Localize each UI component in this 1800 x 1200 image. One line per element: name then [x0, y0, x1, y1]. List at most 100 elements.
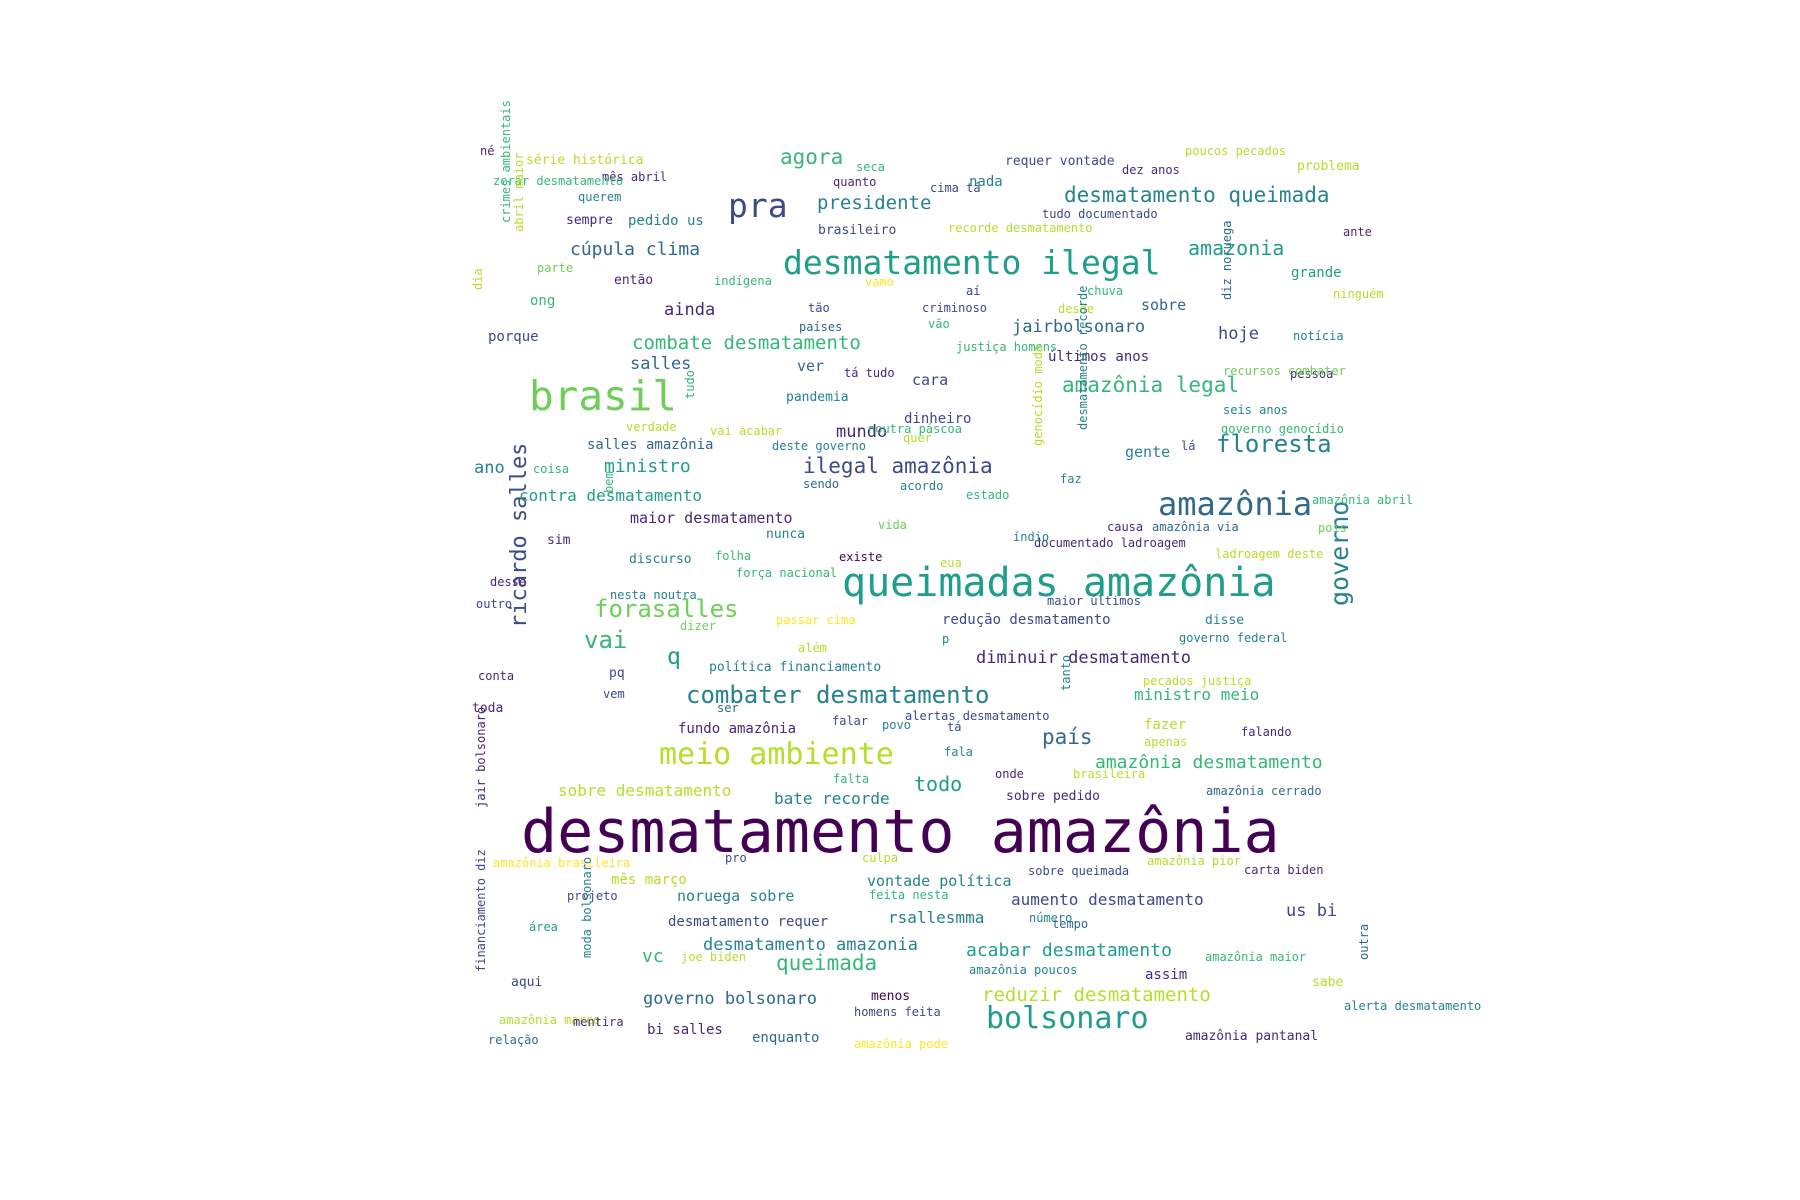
- cloud-word: vida: [878, 518, 907, 532]
- cloud-word: vai: [584, 626, 628, 654]
- cloud-word: ninguém: [1333, 287, 1384, 301]
- cloud-word: todo: [914, 772, 963, 796]
- cloud-word: hoje: [1218, 324, 1259, 344]
- cloud-word: tão: [808, 301, 830, 315]
- cloud-word: cúpula clima: [570, 239, 701, 260]
- cloud-word: dez anos: [1122, 163, 1180, 177]
- cloud-word: últimos anos: [1048, 349, 1150, 365]
- cloud-word: tempo: [1052, 917, 1089, 931]
- cloud-word: sobre pedido: [1006, 789, 1100, 804]
- cloud-word: ong: [530, 293, 556, 309]
- cloud-word: amazônia legal: [1062, 373, 1240, 397]
- cloud-word: sabe: [1312, 975, 1344, 990]
- cloud-word: amazônia desmatamento: [1095, 752, 1323, 773]
- cloud-word: governo federal: [1179, 631, 1288, 645]
- cloud-word: cara: [912, 371, 949, 389]
- cloud-word: além: [798, 641, 827, 655]
- cloud-word: homens feita: [854, 1005, 941, 1019]
- cloud-word: nesta noutra: [610, 588, 697, 602]
- cloud-word: criminoso: [922, 301, 988, 315]
- cloud-word: crimes ambientais: [499, 100, 513, 223]
- cloud-word: diz noruega: [1220, 220, 1234, 300]
- cloud-word: cima tá: [930, 181, 981, 195]
- cloud-word: porque: [488, 329, 539, 345]
- cloud-word: tanto: [1059, 654, 1073, 691]
- cloud-word: poucos pecados: [1185, 144, 1287, 158]
- cloud-word: seca: [856, 160, 885, 174]
- cloud-word: assim: [1145, 967, 1188, 983]
- cloud-word: menos: [871, 989, 911, 1004]
- cloud-word: reduzir desmatamento: [982, 984, 1211, 1006]
- cloud-word: outra: [1357, 923, 1371, 960]
- cloud-word: genocídio moda: [1031, 344, 1045, 446]
- cloud-word: forasalles: [594, 595, 739, 623]
- cloud-word: eua: [940, 556, 962, 570]
- cloud-word: grande: [1291, 265, 1342, 281]
- cloud-word: quanto: [833, 175, 877, 189]
- cloud-word: número: [1029, 911, 1073, 925]
- cloud-word: sobre queimada: [1028, 864, 1130, 878]
- cloud-word: alertas desmatamento: [905, 709, 1050, 723]
- cloud-word: acordo: [900, 479, 944, 493]
- cloud-word: mês abril: [602, 170, 668, 184]
- cloud-word: amazônia pantanal: [1185, 1029, 1319, 1044]
- cloud-word: amazônia março: [499, 1013, 601, 1027]
- cloud-word: salles: [630, 354, 692, 374]
- cloud-word: documentado ladroagem: [1034, 536, 1186, 550]
- cloud-word: aumento desmatamento: [1011, 890, 1204, 909]
- cloud-word: onde: [995, 767, 1024, 781]
- cloud-word: pandemia: [786, 390, 849, 405]
- cloud-word: dia: [471, 268, 485, 290]
- cloud-word: governo genocídio: [1221, 422, 1344, 436]
- cloud-word: desmatamento amazônia: [521, 797, 1280, 867]
- cloud-word: deste governo: [772, 439, 866, 453]
- cloud-word: ministro: [604, 456, 691, 477]
- cloud-word: ministro meio: [1134, 685, 1260, 704]
- cloud-word: moda bolsonaro: [580, 856, 594, 958]
- cloud-word: seis anos: [1223, 403, 1289, 417]
- cloud-word: queimadas amazônia: [842, 560, 1276, 606]
- cloud-word: povo: [882, 718, 911, 732]
- cloud-word: ver: [797, 357, 825, 375]
- cloud-word: vão: [928, 317, 950, 331]
- cloud-word: tudo documentado: [1042, 207, 1158, 221]
- cloud-word: contra desmatamento: [519, 486, 703, 505]
- cloud-word: amazônia maior: [1205, 950, 1307, 964]
- cloud-word: ano: [474, 458, 505, 478]
- cloud-word: toda: [472, 701, 504, 716]
- cloud-word: agora: [780, 145, 844, 169]
- cloud-word: noruega sobre: [677, 887, 795, 905]
- cloud-word: tá tudo: [844, 366, 895, 380]
- cloud-word: floresta: [1216, 430, 1332, 458]
- cloud-word: pro: [725, 851, 747, 865]
- cloud-word: área: [529, 920, 558, 934]
- cloud-word: amazônia pode: [854, 1037, 948, 1051]
- cloud-word: querem: [578, 190, 622, 204]
- cloud-word: sobre: [1141, 296, 1187, 314]
- cloud-word: bolsonaro: [986, 1001, 1149, 1036]
- cloud-word: maior desmatamento: [630, 509, 793, 527]
- cloud-word: força nacional: [736, 566, 838, 580]
- cloud-word: projeto: [567, 889, 618, 903]
- cloud-word: culpa: [862, 851, 899, 865]
- cloud-word: falar: [832, 714, 869, 728]
- cloud-word: ainda: [664, 300, 716, 320]
- cloud-word: outro: [476, 597, 513, 611]
- cloud-word: amazônia via: [1152, 520, 1239, 534]
- cloud-word: p: [942, 632, 950, 646]
- cloud-word: sobre desmatamento: [558, 781, 732, 800]
- cloud-word: combater desmatamento: [686, 681, 990, 709]
- cloud-word: gente: [1125, 443, 1171, 461]
- cloud-word: rsallesmma: [888, 908, 985, 927]
- cloud-word: chuva: [1087, 284, 1124, 298]
- cloud-word: bem: [602, 471, 616, 493]
- cloud-word: relação: [488, 1033, 539, 1047]
- cloud-word: redução desmatamento: [942, 612, 1111, 628]
- cloud-word: recursos combater: [1223, 364, 1346, 378]
- cloud-word: vc: [642, 946, 664, 967]
- cloud-word: amazônia: [1158, 485, 1313, 523]
- cloud-word: apenas: [1144, 735, 1188, 749]
- cloud-word: nada: [969, 174, 1003, 190]
- cloud-word: conta: [478, 669, 515, 683]
- cloud-word: causa: [1107, 520, 1144, 534]
